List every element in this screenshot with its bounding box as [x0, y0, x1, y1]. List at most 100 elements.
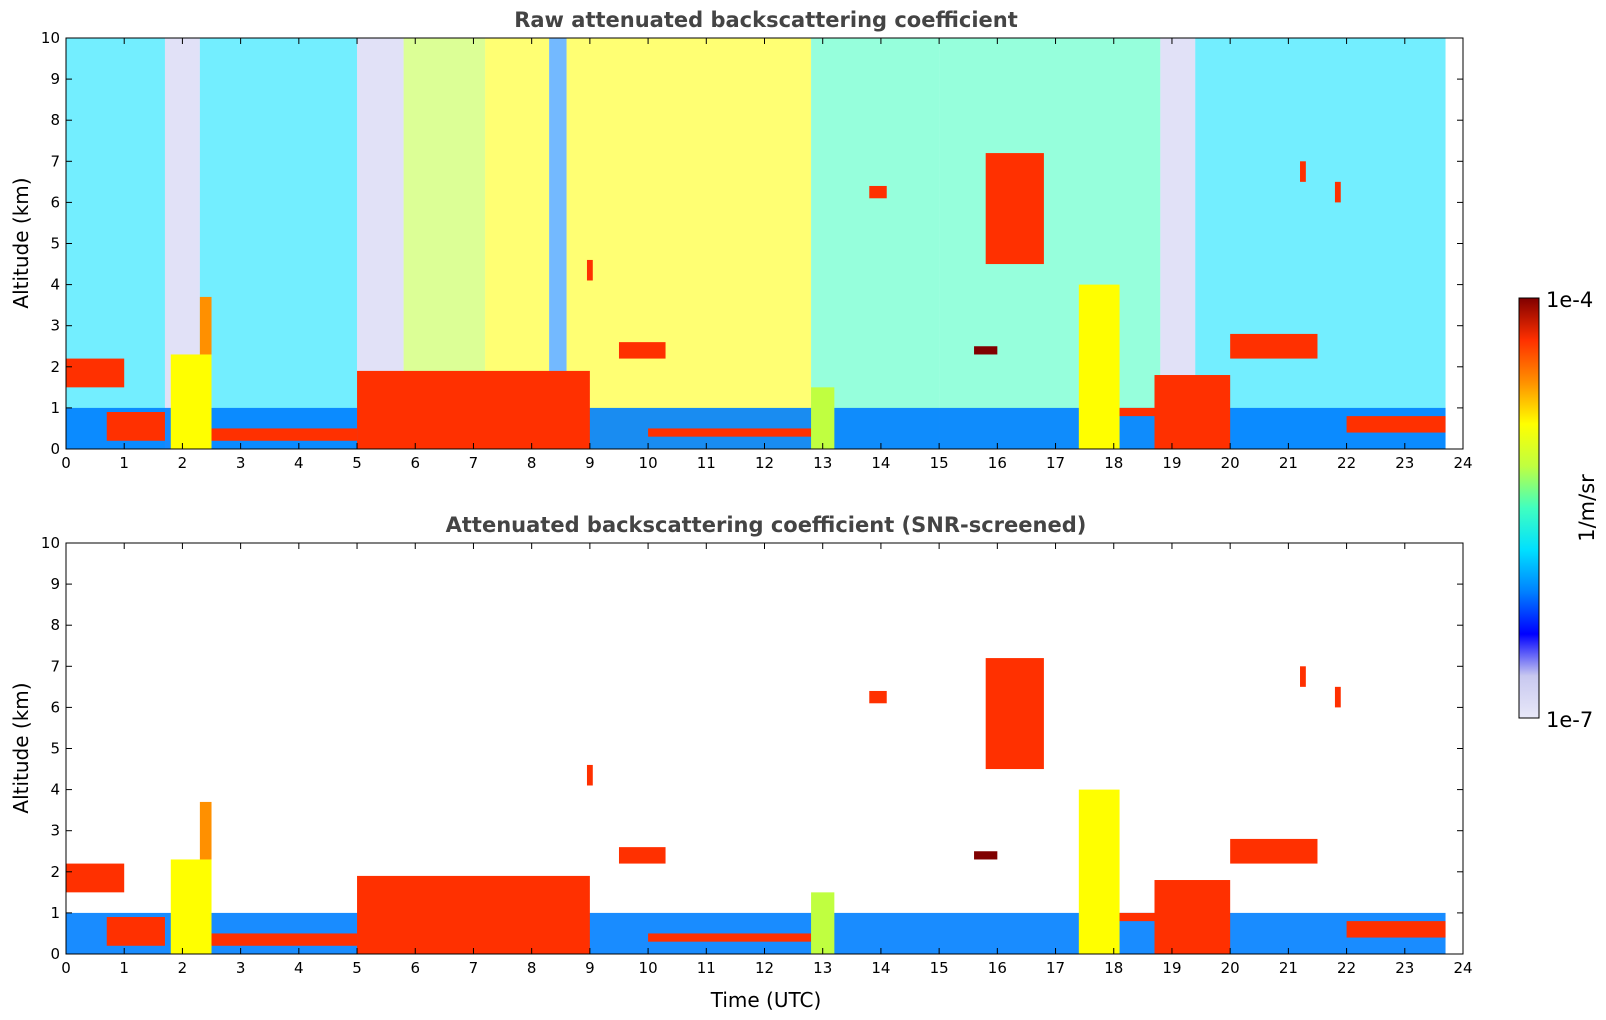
colorbar-bar [1518, 297, 1540, 719]
x-tick-label: 21 [1279, 959, 1298, 977]
y-tick-label: 8 [50, 111, 60, 129]
background-region [549, 38, 567, 449]
backscatter-layer [618, 342, 666, 359]
x-tick-label: 2 [178, 959, 188, 977]
x-tick-label: 2 [178, 454, 188, 472]
x-tick-label: 4 [294, 454, 304, 472]
x-tick-label: 8 [527, 959, 537, 977]
background-region [66, 38, 165, 449]
x-tick-label: 7 [469, 959, 479, 977]
y-tick-label: 2 [50, 863, 60, 881]
x-tick-label: 13 [813, 454, 832, 472]
backscatter-layer [811, 892, 835, 954]
x-tick-label: 0 [61, 959, 71, 977]
backscatter-layer [648, 428, 812, 437]
backscatter-layer [106, 412, 165, 441]
y-tick-label: 1 [50, 399, 60, 417]
backscatter-layer [869, 185, 887, 199]
x-tick-label: 17 [1046, 454, 1065, 472]
panel-screened: Attenuated backscattering coefficient (S… [9, 513, 1473, 1012]
x-tick-label: 19 [1162, 454, 1181, 472]
backscatter-layer [1154, 880, 1231, 954]
backscatter-layer [211, 933, 358, 946]
backscatter-layer [974, 346, 998, 355]
panel-title: Attenuated backscattering coefficient (S… [446, 513, 1087, 537]
y-tick-label: 3 [50, 317, 60, 335]
x-tick-label: 5 [352, 959, 362, 977]
background-region [939, 38, 1161, 449]
backscatter-layer [66, 358, 125, 388]
backscatter-layer [106, 917, 165, 946]
y-tick-label: 4 [50, 781, 60, 799]
x-tick-label: 9 [585, 959, 595, 977]
heatmap-area [66, 658, 1446, 954]
backscatter-layer [211, 428, 358, 441]
backscatter-layer [199, 296, 212, 355]
y-tick-label: 6 [50, 698, 60, 716]
y-tick-label: 9 [50, 70, 60, 88]
backscatter-layer [1078, 789, 1120, 954]
colorbar-max-label: 1e-4 [1546, 288, 1593, 312]
x-tick-label: 1 [119, 959, 129, 977]
x-tick-label: 24 [1453, 454, 1472, 472]
x-axis-label: Time (UTC) [710, 988, 822, 1012]
x-tick-label: 22 [1337, 454, 1356, 472]
colorbar-unit-label: 1/m/sr [1575, 474, 1599, 542]
ticks: 0 1 2 3 4 5 6 7 8 9 10 11 12 13 14 15 16 17 18 19 20 21 22 23 24… [41, 29, 1473, 472]
backscatter-layer [1078, 284, 1120, 449]
backscatter-layer [1119, 912, 1155, 922]
backscatter-layer [1154, 375, 1231, 449]
x-tick-label: 3 [236, 454, 246, 472]
backscatter-layer [199, 801, 212, 860]
colorbar: 1e-4 1e-7 1/m/sr [1518, 288, 1599, 732]
colorbar-min-label: 1e-7 [1546, 708, 1593, 732]
background-region [811, 38, 940, 449]
y-tick-label: 0 [50, 945, 60, 963]
y-axis-label: Altitude (km) [9, 682, 33, 813]
y-tick-label: 10 [41, 29, 60, 47]
x-tick-label: 9 [585, 454, 595, 472]
backscatter-layer [811, 387, 835, 449]
y-tick-label: 2 [50, 358, 60, 376]
y-tick-label: 10 [41, 534, 60, 552]
backscatter-layer [1346, 921, 1446, 938]
x-tick-label: 7 [469, 454, 479, 472]
backscatter-layer [586, 764, 593, 786]
x-tick-label: 15 [930, 454, 949, 472]
y-tick-label: 9 [50, 575, 60, 593]
heatmap-area [66, 38, 1446, 449]
x-tick-label: 24 [1453, 959, 1472, 977]
x-tick-label: 6 [410, 454, 420, 472]
backscatter-layer [357, 370, 590, 449]
x-tick-label: 23 [1395, 959, 1414, 977]
x-tick-label: 1 [119, 454, 129, 472]
x-tick-label: 12 [755, 959, 774, 977]
backscatter-layer [1230, 333, 1318, 359]
y-tick-label: 5 [50, 235, 60, 253]
backscatter-layer [1334, 686, 1341, 708]
x-tick-label: 12 [755, 454, 774, 472]
backscatter-layer [618, 847, 666, 864]
x-tick-label: 5 [352, 454, 362, 472]
backscatter-layer [66, 863, 125, 893]
backscatter-layer [357, 875, 590, 954]
y-tick-label: 6 [50, 193, 60, 211]
x-tick-label: 13 [813, 959, 832, 977]
y-tick-label: 5 [50, 740, 60, 758]
backscatter-layer [586, 259, 593, 281]
ticks: 0 1 2 3 4 5 6 7 8 9 10 11 12 13 14 15 16 17 18 19 20 21 22 23 24… [41, 534, 1473, 977]
x-tick-label: 22 [1337, 959, 1356, 977]
x-tick-label: 4 [294, 959, 304, 977]
x-tick-label: 14 [871, 959, 890, 977]
backscatter-layer [1334, 181, 1341, 203]
backscatter-layer [869, 690, 887, 704]
background-region [1195, 38, 1446, 449]
y-tick-label: 4 [50, 276, 60, 294]
backscatter-layer [1230, 838, 1318, 864]
backscatter-layer [1346, 416, 1446, 433]
x-tick-label: 19 [1162, 959, 1181, 977]
background-region [566, 38, 812, 449]
x-tick-label: 17 [1046, 959, 1065, 977]
x-tick-label: 14 [871, 454, 890, 472]
